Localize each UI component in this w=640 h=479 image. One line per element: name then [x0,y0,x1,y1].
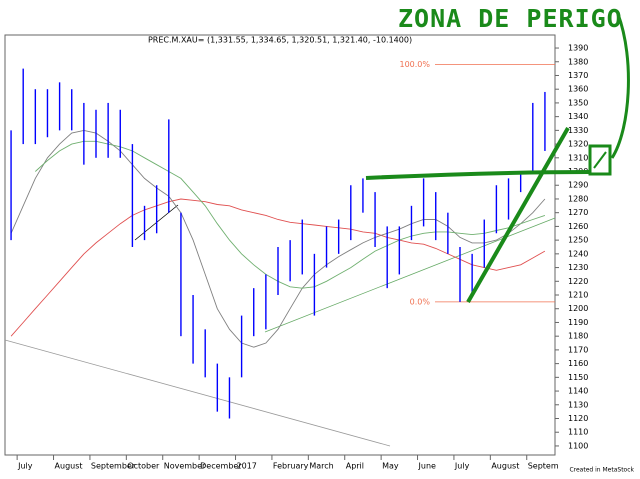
y-tick-label: 1390 [568,44,588,53]
y-tick-label: 1260 [568,222,588,231]
y-tick-label: 1210 [568,291,588,300]
plot-frame [4,34,556,456]
x-tick-label: May [382,462,399,471]
x-tick-label: 2017 [237,462,257,471]
y-tick-label: 1150 [568,373,588,382]
y-tick-label: 1140 [568,387,588,396]
x-tick-label: July [17,462,33,471]
handwritten-annotation: ZONA DE PERIGO [398,4,623,33]
handwritten-mark [593,151,607,169]
y-tick-label: 1190 [568,318,588,327]
x-tick-label: April [346,462,364,471]
handwritten-box [588,144,612,176]
y-tick-label: 1100 [568,441,588,450]
y-tick-label: 1180 [568,332,588,341]
moving-average [10,129,546,348]
x-tick-label: August [55,462,83,471]
y-tick-label: 1330 [568,126,588,135]
y-tick-label: 1340 [568,112,588,121]
y-tick-label: 1130 [568,400,588,409]
y-tick-label: 1200 [568,304,588,313]
moving-average [10,198,546,337]
x-tick-label: March [309,462,333,471]
fib-label: 0.0% [410,297,431,306]
x-tick-label: November [164,462,206,471]
x-tick-label: July [454,462,470,471]
y-tick-label: 1280 [568,194,588,203]
y-tick-label: 1170 [568,345,588,354]
handwritten-line [365,170,591,180]
y-tick-label: 1250 [568,236,588,245]
y-tick-label: 1160 [568,359,588,368]
y-tick-label: 1380 [568,57,588,66]
y-tick-label: 1360 [568,85,588,94]
x-tick-label: Septem [528,462,559,471]
y-tick-label: 1270 [568,208,588,217]
x-tick-label: September [91,462,136,471]
y-tick-label: 1310 [568,153,588,162]
x-tick-label: December [200,462,242,471]
y-tick-label: 1320 [568,140,588,149]
handwritten-arrow [610,13,630,159]
y-tick-label: 1370 [568,71,588,80]
x-tick-label: August [491,462,519,471]
y-tick-label: 1220 [568,277,588,286]
y-tick-label: 1290 [568,181,588,190]
trend-line [4,339,391,447]
y-tick-label: 1230 [568,263,588,272]
x-tick-label: October [127,462,160,471]
x-tick-label: June [418,462,437,471]
y-tick-label: 1240 [568,249,588,258]
chart-title: PREC.M.XAU= (1,331.55, 1,334.65, 1,320.5… [148,36,412,45]
credit: Created in MetaStock [569,467,634,474]
y-tick-label: 1350 [568,98,588,107]
data-layer: 1100 1110 1120 1130 1140 1150 1160 1170 1180 1190… [10,44,588,471]
y-tick-label: 1110 [568,428,588,437]
y-tick-label: 1120 [568,414,588,423]
handwritten-line [466,127,570,303]
x-tick-label: February [273,462,309,471]
fib-label: 100.0% [399,60,430,69]
